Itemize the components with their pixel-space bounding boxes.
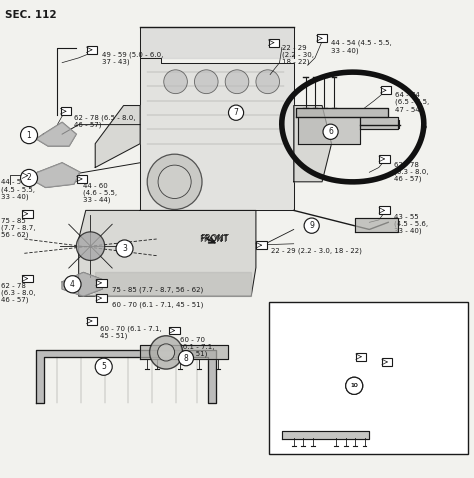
Polygon shape: [140, 58, 294, 210]
Circle shape: [147, 154, 202, 209]
FancyBboxPatch shape: [96, 279, 107, 287]
Circle shape: [76, 232, 105, 261]
Text: FRONT: FRONT: [200, 234, 229, 243]
FancyBboxPatch shape: [256, 241, 267, 249]
FancyBboxPatch shape: [61, 108, 71, 115]
Circle shape: [178, 350, 193, 366]
Circle shape: [20, 127, 37, 144]
Text: 9: 9: [309, 221, 314, 230]
FancyBboxPatch shape: [382, 358, 392, 366]
Circle shape: [225, 70, 249, 94]
Text: 44 - 54 (4.5 - 5.5,
33 - 40): 44 - 54 (4.5 - 5.5, 33 - 40): [330, 40, 392, 54]
FancyBboxPatch shape: [87, 317, 97, 325]
Circle shape: [157, 344, 174, 361]
FancyBboxPatch shape: [379, 206, 390, 214]
FancyBboxPatch shape: [269, 39, 279, 46]
Text: 44 - 60
(4.6 - 5.5,
33 - 44): 44 - 60 (4.6 - 5.5, 33 - 44): [83, 183, 118, 203]
Text: FRONT: FRONT: [199, 235, 228, 244]
FancyBboxPatch shape: [317, 34, 327, 42]
Polygon shape: [95, 272, 251, 296]
Text: 29 - 37 (3.0 - 3.8,
22 - 27): 29 - 37 (3.0 - 3.8, 22 - 27): [372, 354, 433, 369]
Polygon shape: [296, 108, 388, 118]
FancyBboxPatch shape: [381, 87, 391, 94]
Circle shape: [95, 358, 112, 375]
Text: 5: 5: [101, 362, 106, 371]
Text: 6: 6: [328, 127, 333, 136]
Polygon shape: [299, 118, 360, 144]
Circle shape: [150, 336, 182, 369]
Text: 8: 8: [183, 354, 188, 363]
Polygon shape: [31, 163, 80, 187]
Text: 62 - 78
(6.3 - 8.0,
46 - 57): 62 - 78 (6.3 - 8.0, 46 - 57): [0, 283, 35, 304]
Text: 49 - 59 (5.0 - 6.0,
37 - 43): 49 - 59 (5.0 - 6.0, 37 - 43): [102, 52, 164, 65]
Text: 60 - 70 (6.1 - 7.1, 45 - 51): 60 - 70 (6.1 - 7.1, 45 - 51): [112, 302, 203, 308]
Text: 43 - 55
(4.5 - 5.6,
33 - 40): 43 - 55 (4.5 - 5.6, 33 - 40): [394, 214, 428, 234]
Text: 75 - 85 (7.7 - 8.7, 56 - 62): 75 - 85 (7.7 - 8.7, 56 - 62): [112, 287, 203, 293]
Polygon shape: [294, 106, 331, 182]
Circle shape: [346, 377, 363, 394]
Text: 60 - 70
(6.1 - 7.1,
45 - 51): 60 - 70 (6.1 - 7.1, 45 - 51): [180, 337, 215, 357]
Circle shape: [194, 70, 218, 94]
Text: 62 - 78
(6.3 - 8.0,
46 - 57): 62 - 78 (6.3 - 8.0, 46 - 57): [394, 162, 428, 182]
Text: 10: 10: [350, 383, 358, 388]
Text: 4: 4: [70, 280, 75, 289]
Text: 64 - 74
(6.5 - 7.5,
47 - 54): 64 - 74 (6.5 - 7.5, 47 - 54): [395, 92, 429, 113]
FancyBboxPatch shape: [269, 302, 468, 455]
Circle shape: [64, 276, 81, 293]
Text: 22 - 29
(2.2 - 30,
18 - 22): 22 - 29 (2.2 - 30, 18 - 22): [282, 44, 314, 65]
FancyBboxPatch shape: [22, 172, 33, 180]
Text: 10: 10: [350, 383, 358, 388]
Polygon shape: [360, 118, 398, 130]
FancyBboxPatch shape: [356, 353, 366, 361]
Circle shape: [323, 124, 338, 140]
Polygon shape: [62, 272, 102, 296]
Polygon shape: [36, 122, 76, 146]
Circle shape: [228, 105, 244, 120]
FancyBboxPatch shape: [22, 210, 33, 217]
Circle shape: [158, 165, 191, 198]
Text: 62 - 78 (6.5 - 8.0,
46 - 57): 62 - 78 (6.5 - 8.0, 46 - 57): [74, 114, 136, 128]
Text: 7: 7: [234, 108, 238, 117]
Text: 75 - 85
(7.7 - 8.7,
56 - 62): 75 - 85 (7.7 - 8.7, 56 - 62): [0, 217, 35, 238]
Text: 60 - 70 (6.1 - 7.1,
45 - 51): 60 - 70 (6.1 - 7.1, 45 - 51): [100, 326, 162, 339]
FancyBboxPatch shape: [169, 326, 180, 335]
Text: 44 - 54
(4.5 - 5.5,
33 - 40): 44 - 54 (4.5 - 5.5, 33 - 40): [0, 179, 35, 200]
Polygon shape: [95, 106, 140, 167]
Text: 1: 1: [27, 130, 31, 140]
Polygon shape: [282, 431, 369, 439]
Polygon shape: [355, 217, 398, 232]
Circle shape: [304, 218, 319, 233]
Text: SEC. 112: SEC. 112: [5, 10, 57, 20]
FancyBboxPatch shape: [87, 46, 97, 54]
Circle shape: [346, 377, 363, 394]
Polygon shape: [140, 27, 294, 58]
Circle shape: [164, 70, 187, 94]
Polygon shape: [79, 210, 256, 296]
Circle shape: [20, 169, 37, 186]
Polygon shape: [36, 349, 216, 403]
FancyBboxPatch shape: [96, 294, 107, 302]
FancyBboxPatch shape: [379, 155, 390, 163]
FancyBboxPatch shape: [77, 175, 87, 183]
Text: 22 - 29 (2.2 - 3.0, 18 - 22): 22 - 29 (2.2 - 3.0, 18 - 22): [271, 247, 362, 254]
Text: 2: 2: [27, 174, 31, 183]
Polygon shape: [140, 345, 228, 359]
Text: M/T models: M/T models: [278, 308, 336, 316]
FancyBboxPatch shape: [22, 275, 33, 282]
Circle shape: [116, 240, 133, 257]
Text: 3: 3: [122, 244, 127, 253]
Circle shape: [256, 70, 280, 94]
